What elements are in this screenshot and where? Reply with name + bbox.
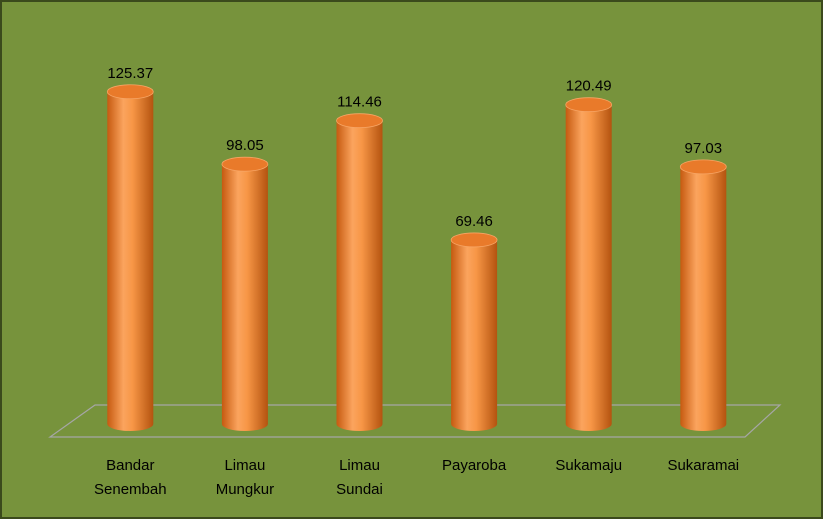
cylinder-top xyxy=(106,84,154,100)
x-tick-label: Limau Sundai xyxy=(336,457,383,498)
cylinder-top xyxy=(221,156,269,172)
x-tick-label: Sukaramai xyxy=(667,457,739,474)
value-label: 125.37 xyxy=(107,65,153,82)
x-tick-label: Limau Mungkur xyxy=(216,457,274,498)
x-tick-label: Sukamaju xyxy=(555,457,622,474)
bar xyxy=(450,232,498,431)
value-label: 97.03 xyxy=(685,140,723,157)
cylinder-body xyxy=(107,91,154,431)
floor xyxy=(48,404,782,438)
label-line: Senembah xyxy=(94,481,167,498)
label-line: Mungkur xyxy=(216,481,274,498)
bar xyxy=(336,113,383,431)
value-label: 98.05 xyxy=(226,137,264,154)
bar xyxy=(106,84,154,431)
cylinder-top xyxy=(679,159,727,175)
label-line: Limau xyxy=(224,457,265,474)
bar xyxy=(565,97,613,431)
label-line: Sundai xyxy=(336,481,383,498)
value-label: 114.46 xyxy=(337,94,382,111)
label-line: Limau xyxy=(339,457,380,474)
cylinder-body xyxy=(221,164,268,432)
plot: 125.37 Bandar Senembah 98.05 Limau Mungkur 114… xyxy=(94,65,739,498)
cylinder-body xyxy=(451,239,498,431)
cylinder-body xyxy=(680,166,727,432)
bar xyxy=(679,159,727,432)
value-label: 69.46 xyxy=(455,213,493,230)
cylinder-top xyxy=(336,113,383,129)
cylinder-top xyxy=(450,232,498,248)
x-tick-label: Payaroba xyxy=(442,457,507,474)
bar xyxy=(221,156,269,432)
label-line: Bandar xyxy=(106,457,154,474)
cylinder-top xyxy=(565,97,613,113)
value-label: 120.49 xyxy=(566,78,612,95)
x-tick-label: Bandar Senembah xyxy=(94,457,167,498)
cylinder-body xyxy=(565,104,612,431)
cylinder-body xyxy=(336,120,383,431)
